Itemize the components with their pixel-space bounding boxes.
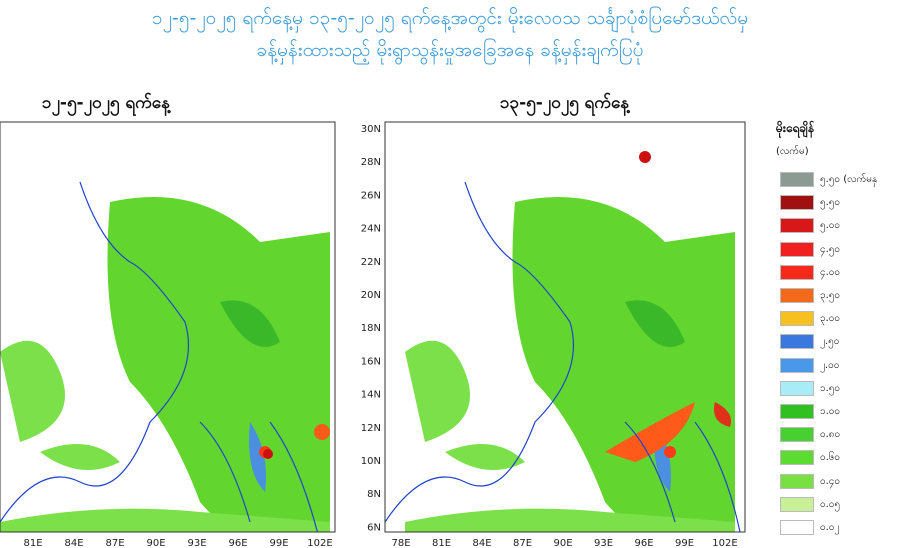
panel-title: ၁၃-၅-၂၀၂၅ ရက်နေ့ [500,93,629,113]
axis-label: 81E [432,538,451,548]
legend-label: ၀.၄၀ [820,475,841,487]
legend-label: ၀.၀၂ [820,522,840,533]
legend-label: ၂.၀၀ [820,359,840,371]
axis-label: 30N [361,124,381,135]
axis-label: 28N [361,157,381,168]
map-panel [0,122,335,532]
legend-label: ၀.၆၀ [820,452,841,464]
panel-title: ၁၂-၅-၂၀၂၅ ရက်နေ့ [42,93,170,113]
legend-label: ၁.၀၀ [820,406,841,417]
axis-label: 87E [513,538,532,548]
legend-swatch [780,357,814,373]
legend-swatch [780,311,814,327]
axis-label: 90E [146,538,165,548]
axis-label: 8N [367,489,381,500]
legend-label: ၂.၅၀ [820,336,840,348]
legend-swatch [780,427,814,443]
legend-label: ၁.၅၀ [820,382,841,394]
legend-swatch [780,380,814,396]
legend-swatch [780,520,814,535]
axis-label: 93E [594,538,613,548]
axis-label: 84E [64,538,83,548]
axis-label: 22N [361,257,381,268]
legend-swatch [780,496,814,512]
maps: 81E 84E 87E 90E 93E 96E 99E 102E 78E 81E 84E 87E 90E… [0,121,746,548]
legend-unit: (လက်မ) [776,146,809,157]
axis-label: 14N [361,390,381,401]
axis-label: 78E [391,538,410,548]
axis-label: 102E [712,538,737,548]
axis-label: 12N [361,423,381,434]
legend-label: ၅.၅၀ [820,197,841,209]
legend-swatch [780,404,814,419]
axis-label: 87E [105,538,124,548]
axis-label: 102E [307,538,332,548]
legend-swatch [780,288,814,303]
axis-label: 18N [361,323,381,334]
legend-swatch [780,264,814,280]
axis-label: 96E [634,538,653,548]
axis-label: 24N [361,224,381,235]
legend-label: ၀.၀၅ [820,498,841,510]
axis-label: 16N [361,356,381,367]
legend-swatch [780,172,814,187]
axis-label: 20N [361,290,381,301]
legend-swatch [780,195,814,211]
legend-label: ၃.၅၀ [820,290,841,301]
title-line: ခန့်မှန်းထားသည့် မိုးရွာသွန်းမှုအခြေအနေ … [256,39,644,61]
axis-label: 81E [23,538,42,548]
axis-label: 84E [472,538,491,548]
legend-label: ၃.၀၀ [820,313,841,325]
legend-swatch [780,334,814,350]
axis-label: 90E [553,538,572,548]
legend-swatch [780,473,814,489]
legend-label: ၄.၅၀ [820,243,841,255]
legend-label: ၄.၀၀ [820,266,841,278]
axis-label: 26N [361,190,381,201]
legend-label: ၅.၀၀ [820,220,841,232]
axis-label: 96E [228,538,247,548]
axis-label: 93E [187,538,206,548]
legend-swatch [780,218,814,234]
axis-label: 10N [361,456,381,467]
title-line: ၁၂-၅-၂၀၂၅ ရက်နေ့မှ ၁၃-၅-၂၀၂၅ ရက်နေ့အတွင်… [151,7,749,29]
legend-swatch [780,450,814,466]
legend-title: မိုးရေချိန် [776,121,815,135]
legend-swatch [780,241,814,257]
axis-label: 99E [269,538,288,548]
legend-label: ၅.၅၀ (လက်မနှ [820,174,878,185]
legend-label: ၀.၈၀ [820,429,841,441]
axis-label: 6N [367,522,381,533]
map-panel [385,122,745,532]
axis-label: 99E [675,538,694,548]
